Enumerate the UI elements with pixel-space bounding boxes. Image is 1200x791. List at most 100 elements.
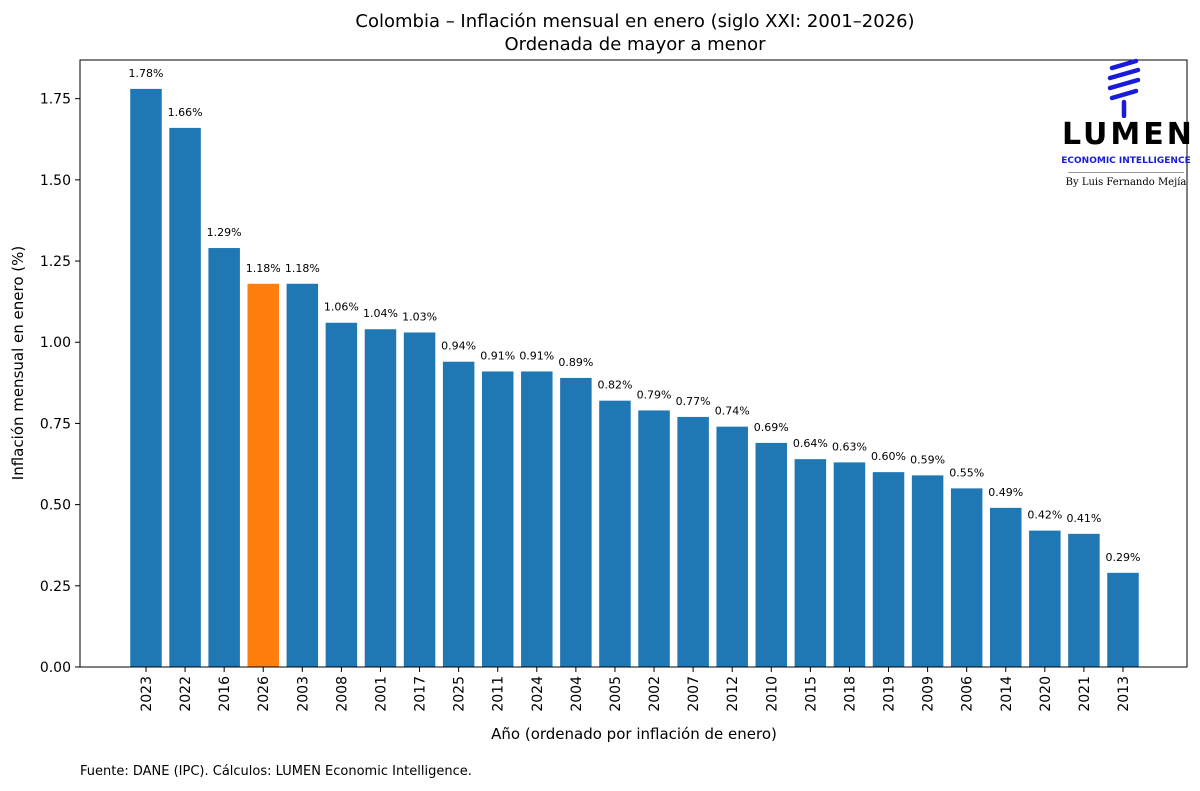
bar-2022 [169, 127, 201, 667]
bar-value-label-2006: 0.55% [949, 466, 984, 479]
y-tick-label-2: 0.50 [40, 498, 71, 514]
bar-2015 [794, 459, 827, 667]
bar-value-label-2017: 1.03% [402, 310, 437, 323]
bar-value-label-2015: 0.64% [793, 437, 828, 450]
bar-value-label-2005: 0.82% [597, 379, 632, 392]
x-tick-label-2026: 2026 [256, 676, 272, 712]
bar-2018 [833, 462, 866, 667]
x-tick-label-2007: 2007 [686, 676, 702, 712]
x-tick-label-2002: 2002 [647, 676, 663, 712]
y-axis-label: Inflación mensual en enero (%) [9, 246, 27, 480]
x-tick-label-2018: 2018 [842, 676, 858, 712]
y-axis: 0.00 0.25 0.50 0.75 1.00 1.25 1.50 1.75 [40, 92, 80, 676]
bar-2013 [1107, 572, 1139, 667]
plot-frame [79, 59, 1188, 668]
lumen-spiral-icon [1107, 58, 1141, 118]
source-note: Fuente: DANE (IPC). Cálculos: LUMEN Econ… [80, 764, 472, 779]
bar-value-label-2016: 1.29% [207, 226, 242, 239]
y-tick-label-1: 0.25 [40, 579, 71, 595]
bar-value-label-2007: 0.77% [676, 395, 711, 408]
bar-2017 [403, 332, 436, 667]
x-tick-label-2009: 2009 [921, 676, 937, 712]
bar-2004 [560, 377, 592, 667]
bar-value-label-2014: 0.49% [988, 486, 1023, 499]
bar-2010 [755, 442, 788, 667]
x-tick-label-2021: 2021 [1077, 676, 1093, 712]
bar-2001 [364, 329, 397, 667]
bar-value-label-2022: 1.66% [168, 106, 203, 119]
bar-value-label-2011: 0.91% [480, 349, 515, 362]
x-tick-label-2010: 2010 [764, 676, 780, 712]
bar-2025 [442, 361, 475, 667]
bar-value-label-2004: 0.89% [558, 356, 593, 369]
x-tick-label-2015: 2015 [803, 676, 819, 712]
bar-value-label-2001: 1.04% [363, 307, 398, 320]
x-tick-label-2005: 2005 [608, 676, 624, 712]
y-tick-label-7: 1.75 [40, 92, 71, 108]
bar-2021 [1068, 533, 1100, 667]
y-tick-label-3: 0.75 [40, 416, 71, 432]
bar-value-label-2018: 0.63% [832, 440, 867, 453]
y-tick-label-0: 0.00 [40, 660, 71, 676]
y-tick-label-4: 1.00 [40, 335, 71, 351]
bar-value-label-2003: 1.18% [285, 262, 320, 275]
x-tick-label-2024: 2024 [530, 676, 546, 712]
bar-2003 [286, 283, 319, 667]
bar-value-label-2026: 1.18% [246, 262, 281, 275]
bar-2006 [950, 488, 983, 667]
x-axis-label: Año (ordenado por inflación de enero) [491, 725, 777, 743]
bar-value-label-2020: 0.42% [1027, 509, 1062, 522]
logo-byline: By Luis Fernando Mejía [1065, 177, 1187, 188]
bar-value-label-2023: 1.78% [129, 67, 164, 80]
x-tick-label-2006: 2006 [960, 676, 976, 712]
x-tick-label-2012: 2012 [725, 676, 741, 712]
logo-tagline: ECONOMIC INTELLIGENCE [1061, 156, 1191, 166]
x-tick-label-2003: 2003 [295, 676, 311, 712]
x-tick-label-2001: 2001 [373, 676, 389, 712]
x-tick-label-2008: 2008 [334, 676, 350, 712]
logo-divider [1068, 172, 1184, 173]
bar-value-label-2013: 0.29% [1106, 551, 1141, 564]
bar-2024 [521, 371, 553, 667]
bar-value-label-2009: 0.59% [910, 453, 945, 466]
bar-2023 [130, 88, 162, 667]
x-tick-label-2011: 2011 [491, 676, 507, 712]
bar-value-label-2008: 1.06% [324, 301, 359, 314]
x-axis: 2023 2022 2016 2026 2003 2008 2001 2017 2025 2011… [139, 667, 1132, 712]
bar-2011 [481, 371, 514, 667]
bar-2008 [325, 322, 358, 667]
bar-2020 [1029, 530, 1061, 667]
x-tick-label-2020: 2020 [1038, 676, 1054, 712]
bar-labels-group: 1.78% 1.66% 1.29% 1.18% 1.18% 1.06% 1.04% 1.03%… [129, 67, 1141, 564]
x-tick-label-2023: 2023 [139, 676, 155, 712]
x-tick-label-2019: 2019 [882, 676, 898, 712]
bar-2026 [247, 283, 279, 667]
bar-2009 [911, 475, 944, 667]
x-tick-label-2025: 2025 [452, 676, 468, 712]
bar-2007 [677, 416, 709, 667]
chart-subtitle: Ordenada de mayor a menor [504, 34, 766, 55]
x-tick-label-2017: 2017 [413, 676, 429, 712]
bar-2016 [208, 248, 240, 668]
x-tick-label-2016: 2016 [217, 676, 233, 712]
bar-value-label-2024: 0.91% [519, 349, 554, 362]
bars-group [130, 88, 1139, 668]
bar-value-label-2021: 0.41% [1066, 512, 1101, 525]
bar-value-label-2002: 0.79% [637, 388, 672, 401]
x-tick-label-2014: 2014 [999, 676, 1015, 712]
bar-value-label-2025: 0.94% [441, 340, 476, 353]
bar-2005 [599, 400, 631, 667]
bar-2012 [716, 426, 748, 667]
bar-2002 [638, 410, 670, 667]
y-tick-label-6: 1.50 [40, 173, 71, 189]
logo-wordmark: LUMEN [1062, 117, 1195, 152]
bar-value-label-2010: 0.69% [754, 421, 789, 434]
y-tick-label-5: 1.25 [40, 254, 71, 270]
bar-value-label-2019: 0.60% [871, 450, 906, 463]
x-tick-label-2004: 2004 [569, 676, 585, 712]
chart-title: Colombia – Inflación mensual en enero (s… [355, 11, 914, 32]
x-tick-label-2022: 2022 [178, 676, 194, 712]
x-tick-label-2013: 2013 [1116, 676, 1132, 712]
bar-2014 [990, 507, 1022, 667]
